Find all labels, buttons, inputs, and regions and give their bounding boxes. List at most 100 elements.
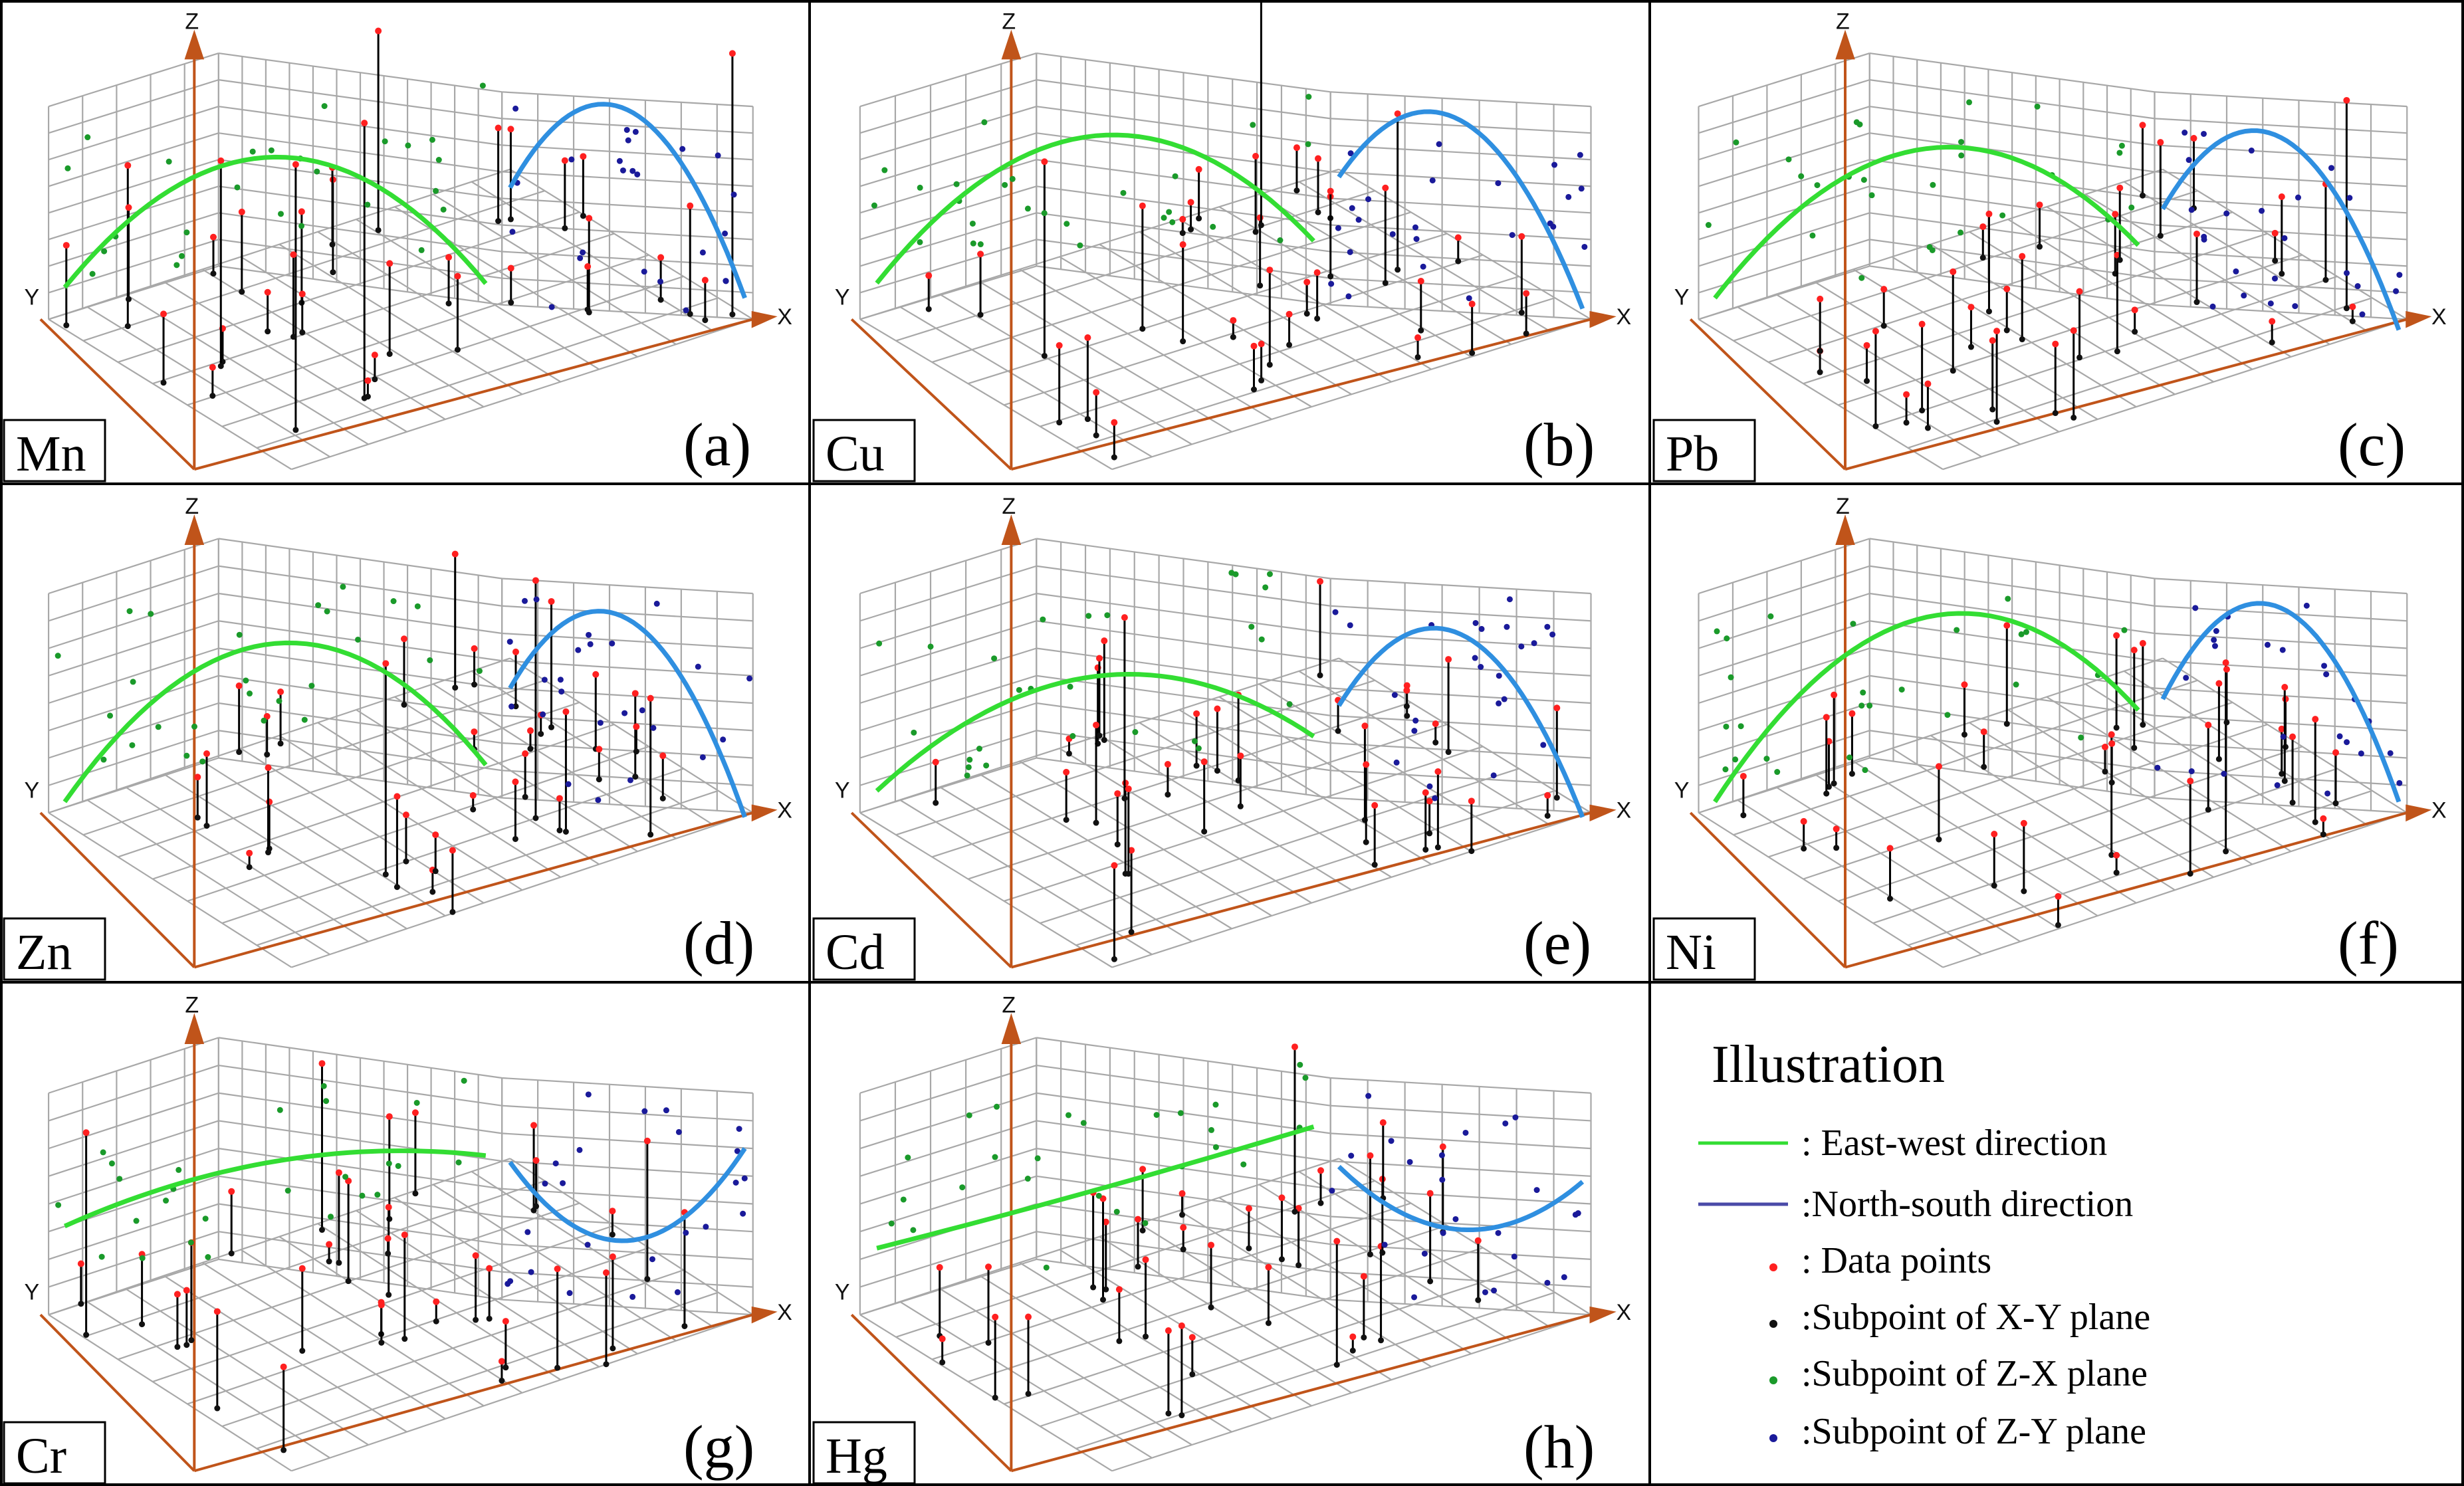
data-point <box>1180 1224 1187 1231</box>
axes <box>850 514 1617 969</box>
data-point <box>235 682 243 689</box>
subpoint-zx <box>1847 754 1853 761</box>
data-point <box>1523 290 1530 297</box>
x-axis-line <box>1010 318 1592 471</box>
grid-line <box>859 675 1037 732</box>
element-label-box <box>812 917 916 981</box>
grid-line <box>502 197 753 214</box>
subpoint-zx <box>2116 150 2123 156</box>
data-point <box>1991 831 1998 838</box>
subpoint-xy <box>2193 299 2200 306</box>
data-point <box>2003 285 2011 292</box>
subpoint-zx <box>905 1154 911 1161</box>
subpoint-xy <box>210 270 217 277</box>
subpoint-zx <box>1798 173 1805 179</box>
subpoint-zx <box>1258 636 1265 643</box>
subpoint-zx <box>1856 121 1863 128</box>
subpoint-xy <box>1475 1297 1482 1303</box>
grid-line <box>86 306 330 458</box>
data-point <box>1187 199 1194 206</box>
subpoint-xy <box>1382 280 1389 286</box>
panel-label: (g) <box>683 1413 754 1481</box>
data-point <box>1848 710 1856 717</box>
subpoint-xy <box>174 1344 181 1350</box>
subpoint-xy <box>1378 1337 1385 1344</box>
subpoint-xy <box>554 1364 561 1371</box>
subpoint-xy <box>532 815 539 821</box>
grid-line <box>1838 746 2303 902</box>
subpoint-xy <box>280 1447 287 1453</box>
data-point <box>939 1335 946 1342</box>
subpoint-zy <box>2241 292 2247 299</box>
data-point <box>292 161 299 168</box>
subpoint-zx <box>1860 177 1867 183</box>
data-point <box>2139 640 2146 647</box>
subpoint-zy <box>541 677 548 683</box>
subpoint-xy <box>139 1321 146 1328</box>
subpoint-zx <box>130 679 136 685</box>
subpoint-zy <box>1393 759 1400 766</box>
grid-line <box>1330 714 1591 732</box>
legend-label: : East-west direction <box>1801 1122 2107 1164</box>
subpoint-xy <box>403 858 409 865</box>
subpoint-zx <box>1966 99 1973 106</box>
y-axis-label: Y <box>1674 285 1690 310</box>
subpoint-zy <box>1332 609 1339 615</box>
subpoint-xy <box>522 794 528 800</box>
subpoint-xy <box>533 1203 540 1210</box>
data-point <box>1093 389 1100 396</box>
subpoint-zy <box>663 1107 669 1114</box>
data-point <box>400 635 407 643</box>
grid-line <box>1338 657 1592 813</box>
subpoint-xy <box>1063 817 1069 823</box>
subpoint-xy <box>78 1301 84 1307</box>
subpoint-xy <box>217 363 224 370</box>
subpoint-zy <box>552 1160 559 1167</box>
subpoint-zx <box>2121 627 2128 633</box>
element-label-box <box>1652 917 1756 981</box>
subpoint-zy <box>2323 671 2330 678</box>
grid-line <box>1869 538 2155 580</box>
east-west-curve <box>875 132 1315 285</box>
data-point <box>1115 1286 1123 1293</box>
subpoint-zy <box>2211 637 2217 643</box>
subpoint-zy <box>1413 236 1420 243</box>
grid-line <box>218 702 503 744</box>
data-point <box>298 290 306 298</box>
subpoint-zy <box>2259 207 2265 214</box>
grid-line <box>218 1092 503 1134</box>
subpoint-xy <box>1740 812 1747 819</box>
data-point <box>1303 278 1311 286</box>
subpoint-zx <box>440 206 447 213</box>
subpoint-zy <box>657 278 663 285</box>
data-point <box>1445 656 1452 663</box>
subpoint-zy <box>597 720 604 726</box>
grid-line <box>502 687 753 704</box>
element-label: Pb <box>1666 426 1719 482</box>
subpoint-zy <box>675 1128 682 1135</box>
subpoint-zy <box>2274 782 2281 789</box>
subpoint-zx <box>1120 189 1127 196</box>
grid-line <box>48 1092 219 1150</box>
data-point <box>361 120 368 127</box>
data-point <box>471 645 478 652</box>
subpoint-zx <box>301 716 308 723</box>
grid-line <box>218 106 503 146</box>
subpoint-xy <box>1981 764 1987 770</box>
data-point <box>1252 152 1260 159</box>
subpoint-xy <box>330 269 336 276</box>
grid-line <box>1869 106 2155 146</box>
grid-line <box>899 306 1153 458</box>
subpoint-zy <box>1472 619 1479 626</box>
grid-line <box>1330 1243 1591 1260</box>
north-south-curve <box>508 609 747 818</box>
data-point <box>2222 659 2229 667</box>
data-point <box>2278 193 2285 200</box>
data-point <box>633 723 640 730</box>
grid-line <box>356 1210 600 1368</box>
subpoint-zy <box>1328 280 1335 287</box>
subpoint-zy <box>548 304 555 310</box>
subpoint-zx <box>1250 122 1256 128</box>
grid-line <box>502 770 753 786</box>
grid-line <box>859 159 1037 214</box>
